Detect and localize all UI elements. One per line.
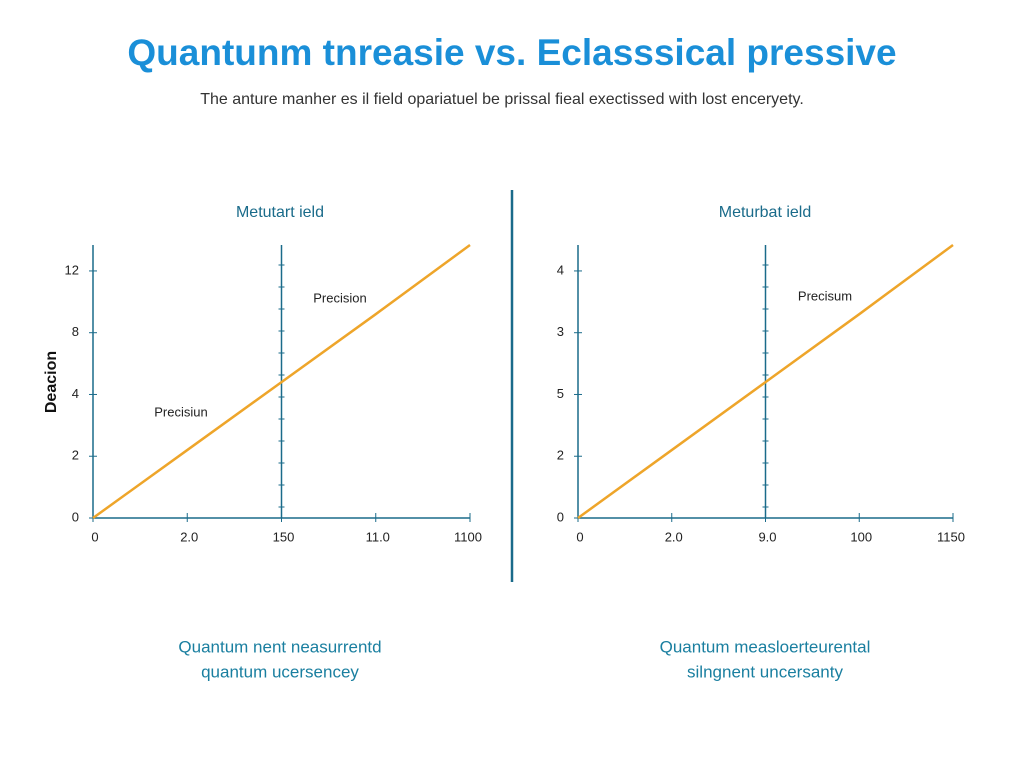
caption: silngnent uncersanty (687, 662, 843, 681)
y-tick-label: 2 (557, 448, 564, 463)
y-tick-label: 4 (557, 262, 564, 277)
x-tick-label: 2.0 (665, 529, 683, 544)
page-title: Quantunm tnreasie vs. Eclasssical pressi… (127, 32, 896, 73)
caption: quantum ucersencey (201, 662, 359, 681)
chart-title: Meturbat ield (719, 204, 812, 221)
x-tick-label: 100 (850, 529, 872, 544)
chart-title: Metutart ield (236, 204, 324, 221)
y-tick-label: 3 (557, 324, 564, 339)
y-tick-label: 2 (72, 448, 79, 463)
caption: Quantum nent neasurrentd (178, 637, 381, 656)
y-tick-label: 4 (72, 386, 79, 401)
data-line (577, 243, 954, 520)
y-tick-label: 0 (72, 509, 79, 524)
annotation: Precision (313, 290, 366, 305)
x-tick-label: 1150 (937, 529, 965, 544)
x-tick-label: 0 (576, 529, 583, 544)
annotation: Precisum (798, 288, 852, 303)
y-tick-label: 0 (557, 509, 564, 524)
x-tick-label: 2.0 (180, 529, 198, 544)
x-tick-label: 11.0 (366, 529, 390, 544)
x-tick-label: 9.0 (758, 529, 776, 544)
annotation: Precisiun (154, 404, 207, 419)
caption: Quantum measloerteurental (660, 637, 871, 656)
y-tick-label: 12 (65, 262, 79, 277)
page-subtitle: The anture manher es il field opariatuel… (200, 91, 804, 108)
y-tick-label: 5 (557, 386, 564, 401)
y-tick-label: 8 (72, 324, 79, 339)
x-tick-label: 0 (91, 529, 98, 544)
x-tick-label: 1100 (454, 529, 482, 544)
y-axis-label: Deacion (43, 351, 60, 413)
data-line (92, 243, 471, 520)
x-tick-label: 150 (273, 529, 295, 544)
